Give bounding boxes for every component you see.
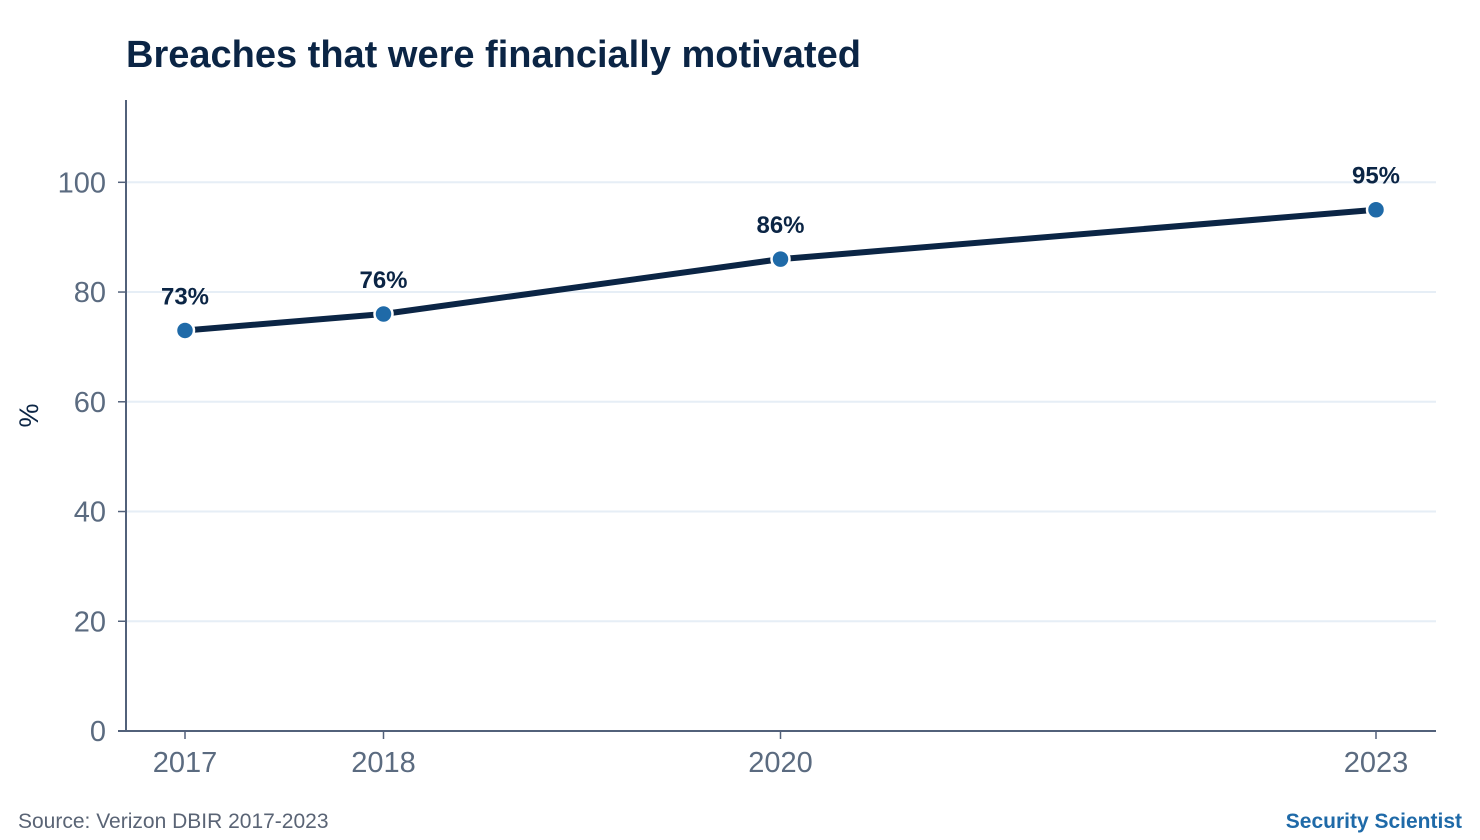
data-label-2023: 95% xyxy=(1352,163,1400,190)
gridlines xyxy=(126,181,1436,623)
axes xyxy=(118,100,1436,739)
chart-title: Breaches that were financially motivated xyxy=(126,34,861,76)
data-labels: 73% 76% 86% 95% xyxy=(161,163,1400,311)
data-points xyxy=(174,199,1387,341)
y-tick-label-20: 20 xyxy=(74,606,106,638)
data-point-2020 xyxy=(770,248,791,270)
y-tick-label-60: 60 xyxy=(74,387,106,419)
y-axis-title: % xyxy=(14,403,44,427)
brand-label: Security Scientist xyxy=(1285,810,1462,833)
source-note: Source: Verizon DBIR 2017-2023 xyxy=(18,810,329,833)
data-label-2017: 73% xyxy=(161,283,209,310)
data-point-2018 xyxy=(373,303,394,325)
data-point-2023 xyxy=(1365,199,1387,220)
x-tick-label-2023: 2023 xyxy=(1344,747,1409,779)
data-label-2020: 86% xyxy=(756,212,804,239)
data-point-2017 xyxy=(174,320,196,341)
y-tick-label-80: 80 xyxy=(74,277,106,309)
y-axis-label: % xyxy=(14,403,44,427)
x-tick-label-2017: 2017 xyxy=(153,747,218,779)
y-tick-label-40: 40 xyxy=(74,497,106,529)
series-line xyxy=(182,206,1379,334)
y-tick-label-100: 100 xyxy=(58,167,106,199)
x-tick-label-2018: 2018 xyxy=(351,747,416,779)
data-label-2018: 76% xyxy=(359,267,407,294)
x-tick-label-2020: 2020 xyxy=(748,747,813,779)
tick-labels: 0 20 40 60 80 100 2017 2018 2020 2023 xyxy=(58,167,1409,779)
series-line-0 xyxy=(182,206,1379,334)
y-tick-label-0: 0 xyxy=(90,716,106,748)
